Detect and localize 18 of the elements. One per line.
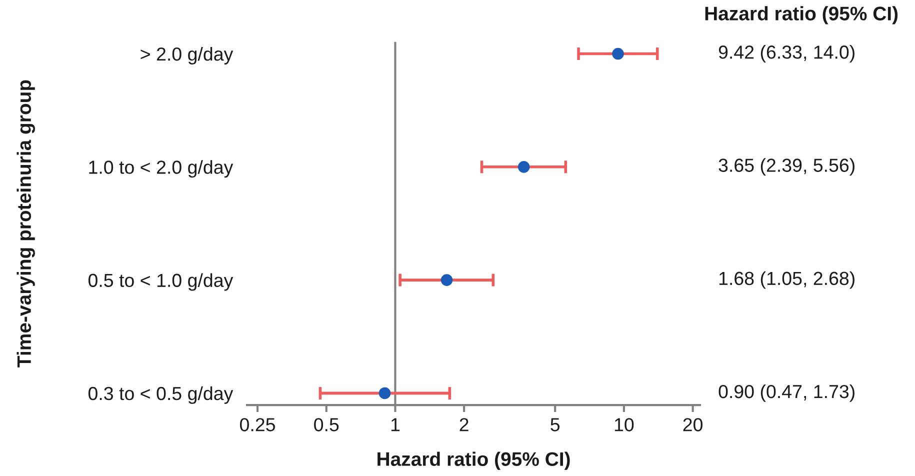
text: Hazard ratio (95% CI) (705, 6, 898, 24)
x-tick-label: 20 (683, 418, 702, 432)
x-tick-label: 1 (391, 418, 400, 432)
data-label: 3.65 (2.39, 5.56) (718, 158, 854, 176)
data-label: 1.68 (1.05, 2.68) (719, 271, 854, 289)
x-axis-title: Hazard ratio (95% CI) (378, 452, 570, 470)
data-label: 0.90 (0.47, 1.73) (718, 384, 854, 402)
x-tick-label: 0.5 (314, 418, 339, 432)
data-label: 9.42 (6.33, 14.0) (718, 45, 854, 62)
x-tick-label: 2 (460, 418, 468, 432)
y-tick-label: 0.3 to < 0.5 g/day (88, 386, 234, 404)
y-tick-label: 1.0 to < 2.0 g/day (89, 160, 234, 178)
x-tick-label: 5 (550, 418, 560, 432)
y-tick-label: 0.5 to < 1.0 g/day (88, 273, 234, 291)
y-tick-label: > 2.0 g/day (140, 46, 234, 64)
y-axis-title: Time-varying proteinuria group (16, 80, 35, 368)
x-tick-label: 0.25 (240, 418, 275, 432)
x-tick-label: 10 (614, 418, 634, 432)
